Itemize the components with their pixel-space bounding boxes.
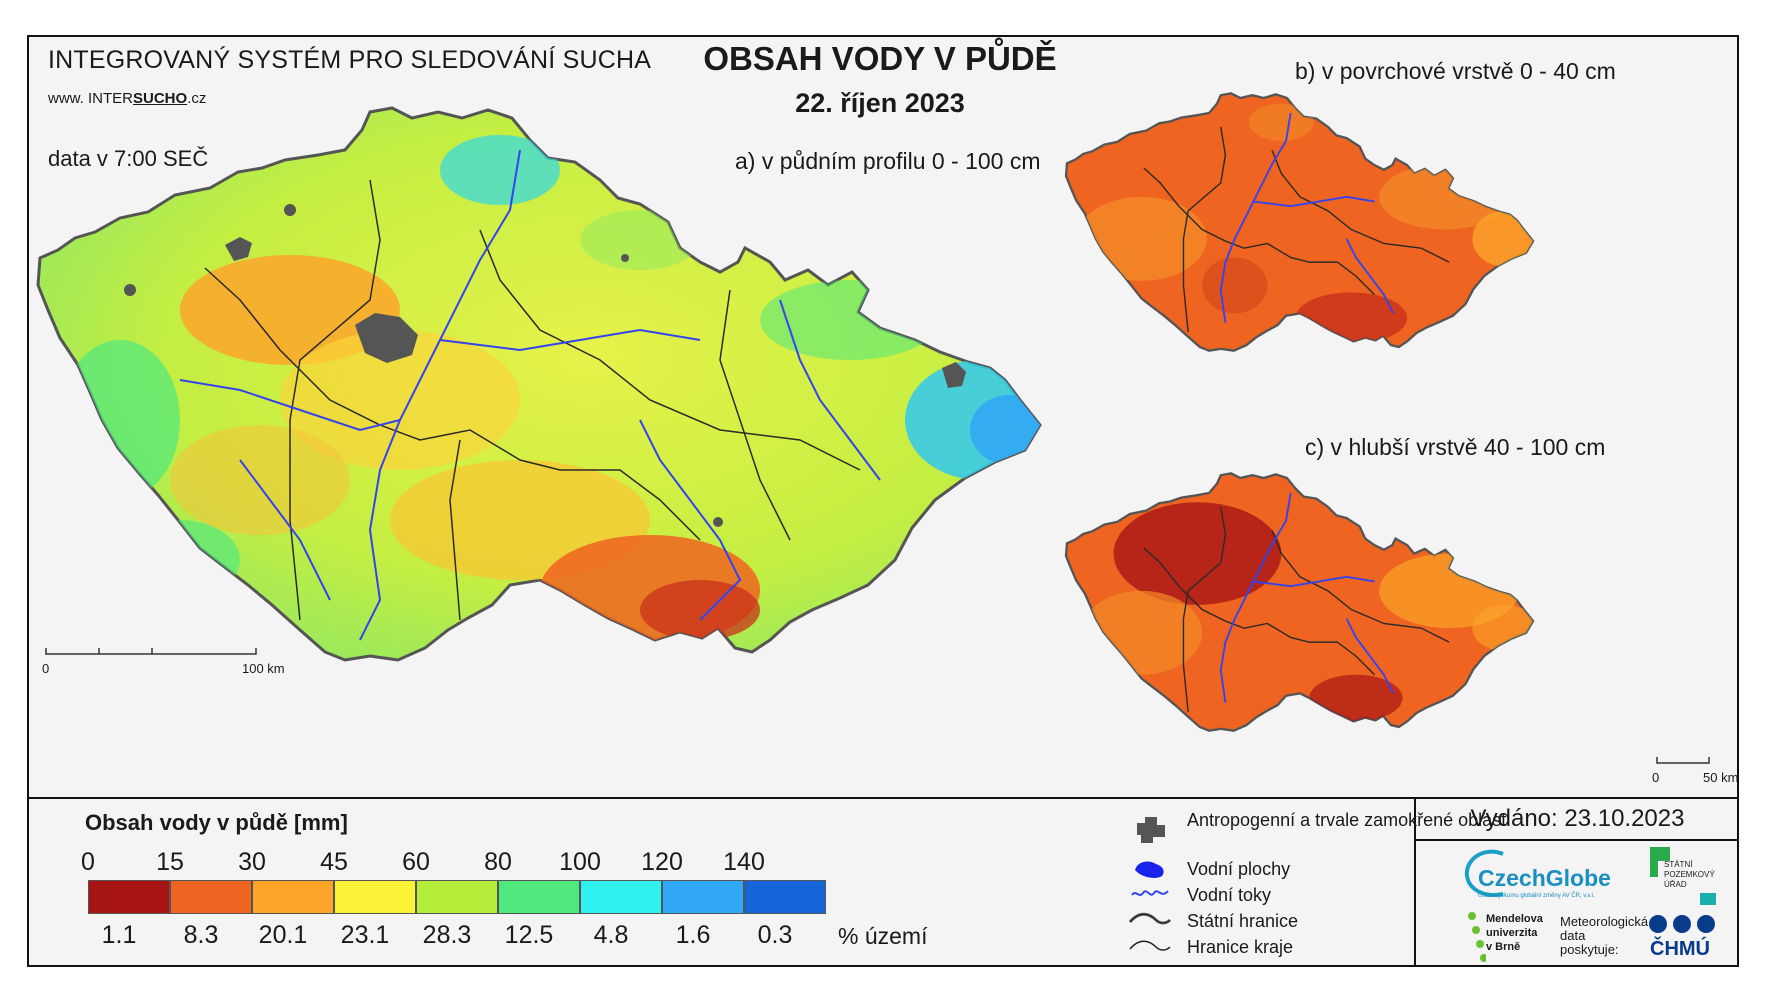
legend-tick-label: 140 bbox=[723, 848, 765, 876]
deep-borders bbox=[1143, 506, 1450, 713]
divider bbox=[1414, 839, 1739, 841]
legend-tick-label: 30 bbox=[238, 848, 266, 876]
mendelu-logo: Mendelova univerzita v Brně bbox=[1486, 913, 1543, 953]
legend-tick-label: 120 bbox=[641, 848, 683, 876]
water-body-icon bbox=[1135, 861, 1164, 878]
chmu-logo-icon bbox=[1649, 915, 1715, 933]
legend-urban-label: Antropogenní a trvale zamokřené oblasti bbox=[1187, 810, 1511, 830]
legend-tick-label: 0 bbox=[81, 848, 95, 876]
url-prefix: www. INTER bbox=[48, 90, 134, 107]
legend-color-bin bbox=[662, 880, 744, 914]
map-a-label: a) v půdním profilu 0 - 100 cm bbox=[735, 148, 1041, 174]
legend-rivers-label: Vodní toky bbox=[1187, 885, 1272, 905]
legend-color-bin bbox=[170, 880, 252, 914]
scale-bar-small bbox=[1656, 757, 1710, 764]
legend-tick-label: 100 bbox=[559, 848, 601, 876]
map-b-label: b) v povrchové vrstvě 0 - 40 cm bbox=[1295, 58, 1616, 84]
legend-percent-label: 1.6 bbox=[675, 921, 711, 949]
legend-percent-label: 0.3 bbox=[757, 921, 793, 949]
legend-color-bin bbox=[88, 880, 170, 914]
system-title: INTEGROVANÝ SYSTÉM PRO SLEDOVÁNÍ SUCHA bbox=[48, 46, 652, 74]
legend-water-bodies-label: Vodní plochy bbox=[1187, 859, 1291, 879]
spu-logo: STÁTNÍ POZEMKOVÝ ÚŘAD bbox=[1664, 860, 1715, 889]
legend-tick-label: 45 bbox=[320, 848, 348, 876]
deep-zones bbox=[1080, 502, 1534, 722]
scale-end-label: 100 km bbox=[242, 661, 285, 676]
scale-small-start-label: 0 bbox=[1652, 770, 1660, 785]
czechglobe-logo-icon bbox=[1464, 849, 1504, 897]
percent-unit-label: % území bbox=[838, 923, 928, 949]
legend-region-border-label: Hranice kraje bbox=[1187, 937, 1294, 957]
map-date: 22. říjen 2023 bbox=[795, 88, 965, 118]
url-suffix: .cz bbox=[187, 90, 207, 107]
meteo-data-label: Meteorologická data poskytuje: bbox=[1560, 914, 1649, 957]
czechglobe-subtitle: Ústav výzkumu globální změny AV ČR, v.v.… bbox=[1478, 893, 1595, 899]
website-link[interactable]: www. INTERSUCHO.cz bbox=[48, 90, 206, 107]
data-time: data v 7:00 SEČ bbox=[48, 146, 209, 171]
legend-color-bin bbox=[416, 880, 498, 914]
surface-layer-map bbox=[1064, 92, 1535, 352]
legend-percent-label: 8.3 bbox=[183, 921, 219, 949]
divider bbox=[1414, 797, 1416, 967]
page-title: OBSAH VODY V PŮDĚ bbox=[703, 40, 1057, 77]
legend-tick-label: 15 bbox=[156, 848, 184, 876]
urban-area-icon bbox=[1137, 817, 1165, 843]
legend-percent-label: 1.1 bbox=[101, 921, 137, 949]
deep-layer-map bbox=[1064, 472, 1535, 732]
soil-water-zones bbox=[60, 135, 1040, 645]
regional-borders bbox=[204, 179, 861, 621]
legend-color-bin bbox=[252, 880, 334, 914]
legend-state-border-label: Státní hranice bbox=[1187, 911, 1299, 931]
divider bbox=[27, 797, 1739, 799]
state-border-icon bbox=[1128, 912, 1172, 925]
chmu-logo: ČHMÚ bbox=[1650, 938, 1710, 960]
legend-color-bin bbox=[580, 880, 662, 914]
river-icon bbox=[1131, 890, 1169, 896]
legend-tick-label: 80 bbox=[484, 848, 512, 876]
mendelu-logo-icon bbox=[1468, 912, 1486, 962]
scale-bar-main bbox=[45, 648, 257, 655]
scale-start-label: 0 bbox=[42, 661, 50, 676]
legend-percent-label: 12.5 bbox=[504, 921, 554, 949]
legend-percent-label: 20.1 bbox=[258, 921, 308, 949]
surface-borders bbox=[1143, 126, 1450, 333]
main-soil-water-map bbox=[36, 106, 1042, 662]
deep-rivers bbox=[1219, 492, 1395, 703]
legend-color-bin bbox=[498, 880, 580, 914]
legend-percent-label: 28.3 bbox=[422, 921, 472, 949]
surface-rivers bbox=[1219, 112, 1395, 323]
region-border-icon bbox=[1129, 940, 1171, 951]
map-c-label: c) v hlubší vrstvě 40 - 100 cm bbox=[1305, 434, 1606, 460]
legend-tick-label: 60 bbox=[402, 848, 430, 876]
legend-color-bin bbox=[334, 880, 416, 914]
legend-percent-label: 4.8 bbox=[593, 921, 629, 949]
rivers bbox=[179, 149, 881, 641]
scale-small-end-label: 50 km bbox=[1703, 770, 1739, 785]
urban-areas bbox=[124, 204, 966, 527]
legend-title: Obsah vody v půdě [mm] bbox=[85, 810, 348, 835]
url-highlight: SUCHO bbox=[133, 90, 188, 107]
legend-color-bin bbox=[744, 880, 826, 914]
spu-logo-icon bbox=[1650, 847, 1716, 905]
czechglobe-logo: CzechGlobe bbox=[1478, 865, 1611, 891]
legend-percent-label: 23.1 bbox=[340, 921, 390, 949]
issued-date: Vydáno: 23.10.2023 bbox=[1470, 805, 1685, 832]
